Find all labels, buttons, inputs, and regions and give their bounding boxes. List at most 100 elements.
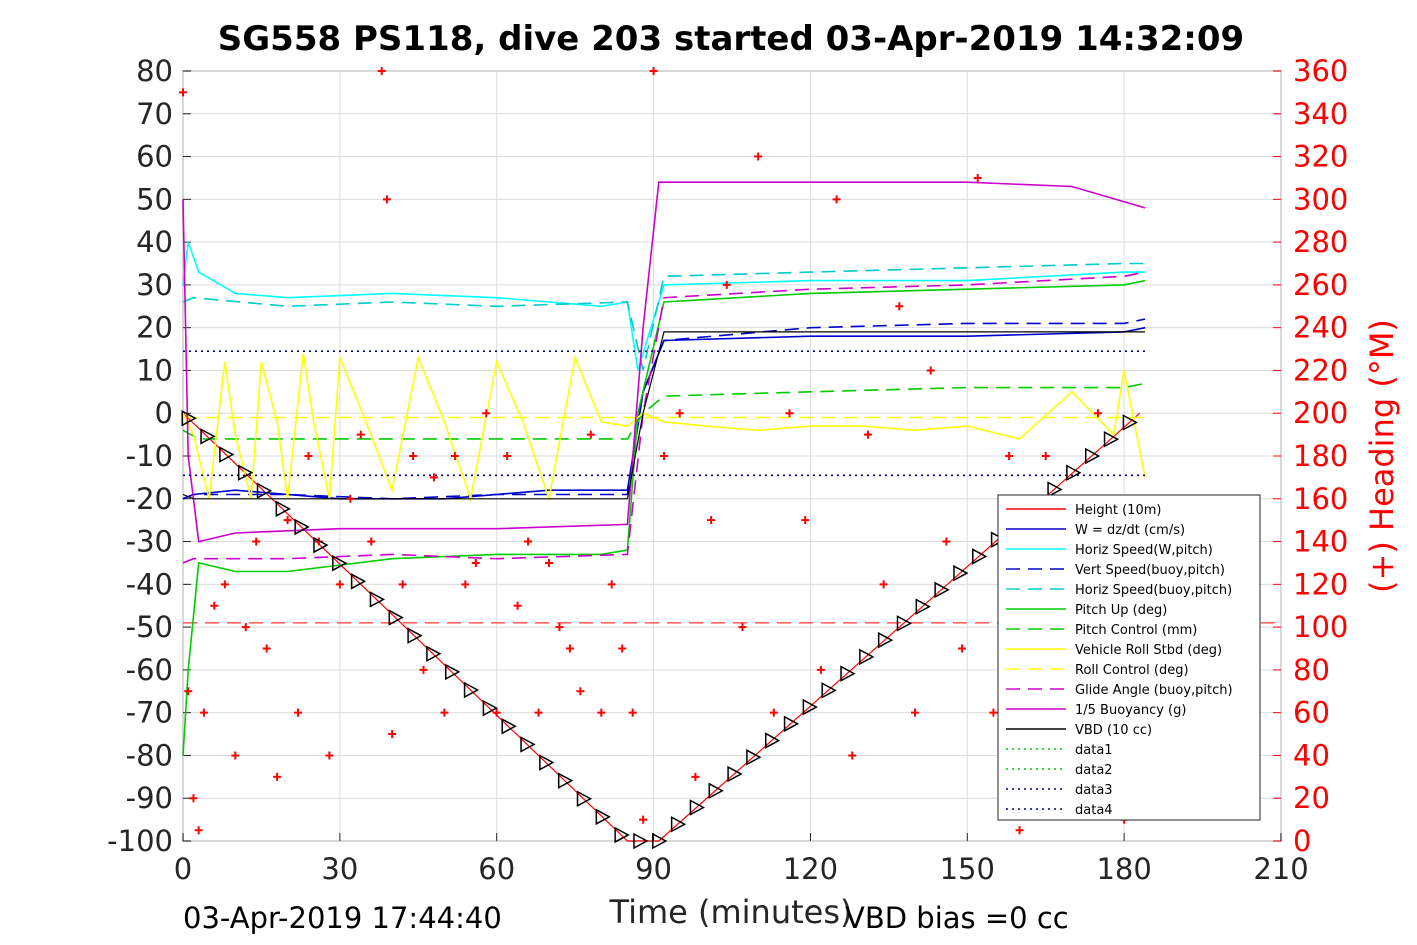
heading-point	[832, 195, 841, 204]
y-tick-label: -100	[107, 824, 173, 858]
y-tick-label: -60	[126, 653, 173, 687]
heading-point	[325, 751, 334, 760]
y2-tick-label: 60	[1293, 696, 1330, 730]
heading-point	[471, 558, 480, 567]
heading-point	[958, 644, 967, 653]
depth-triangle	[444, 663, 461, 681]
legend-label-horiz_w: Horiz Speed(W,pitch)	[1075, 543, 1213, 558]
legend-label-data1: data1	[1075, 743, 1113, 758]
legend-label-roll_ctl: Roll Control (deg)	[1075, 663, 1189, 678]
depth-triangle	[576, 790, 593, 807]
legend: Height (10m) W = dz/dt (cm/s) Horiz Speed(…	[997, 494, 1261, 821]
y2-tick-label: 220	[1293, 353, 1348, 387]
heading-point	[1005, 452, 1014, 460]
depth-triangle	[388, 609, 404, 626]
heading-point	[1041, 452, 1050, 460]
heading-point	[450, 452, 459, 460]
legend-label-pitch: Pitch Up (deg)	[1075, 603, 1167, 618]
depth-triangle	[520, 736, 536, 753]
heading-point	[388, 730, 397, 739]
depth-triangle	[764, 732, 781, 749]
depth-triangle	[426, 645, 442, 663]
heading-point	[675, 409, 684, 418]
depth-triangle	[275, 500, 291, 518]
right-axis-label: (+) Heading (°M)	[1363, 319, 1401, 593]
heading-point	[513, 601, 522, 610]
depth-triangle	[840, 665, 856, 682]
heading-point	[419, 665, 428, 674]
y-tick-label: -50	[126, 610, 173, 644]
depth-triangle	[557, 772, 574, 789]
depth-triangle	[463, 681, 480, 699]
heading-point	[440, 708, 449, 717]
x-tick-label: 60	[478, 852, 515, 886]
y-tick-label: 40	[136, 225, 173, 259]
series-line-roll	[182, 353, 1146, 502]
heading-point	[367, 537, 376, 546]
heading-point	[179, 88, 187, 97]
y-tick-label: -30	[126, 525, 173, 559]
heading-point	[618, 644, 627, 653]
heading-point	[409, 452, 418, 460]
y-tick-label: -40	[126, 567, 173, 601]
heading-point	[252, 537, 261, 546]
depth-triangle	[896, 615, 913, 632]
heading-point	[210, 601, 219, 610]
depth-triangle	[332, 554, 348, 572]
y2-tick-label: 300	[1293, 182, 1348, 216]
depth-triangle	[953, 564, 969, 582]
heading-point	[461, 580, 470, 589]
legend-label-vert_buoy: Vert Speed(buoy,pitch)	[1075, 563, 1225, 578]
heading-point	[973, 173, 982, 182]
depth-triangle	[1084, 447, 1101, 465]
heading-point	[649, 67, 658, 75]
chart-title: SG558 PS118, dive 203 started 03-Apr-201…	[218, 19, 1244, 59]
heading-point	[942, 537, 951, 546]
heading-point	[785, 409, 794, 418]
series-line-pitch_ctl	[182, 382, 1146, 440]
heading-point	[754, 152, 763, 161]
depth-triangle	[595, 808, 611, 826]
heading-point	[377, 67, 386, 75]
depth-markers	[181, 409, 1138, 850]
heading-point	[335, 580, 344, 589]
depth-triangle	[181, 409, 197, 427]
heading-point	[283, 516, 292, 525]
series-line-glide	[182, 271, 1146, 564]
depth-triangle	[237, 464, 254, 481]
depth-triangle	[727, 765, 743, 783]
heading-point	[231, 751, 240, 760]
legend-label-pitch_ctl: Pitch Control (mm)	[1075, 623, 1197, 638]
y2-tick-label: 20	[1293, 781, 1330, 815]
depth-triangle	[877, 631, 894, 649]
y-tick-label: 30	[136, 268, 173, 302]
series-line-height	[182, 412, 1141, 842]
heading-point	[707, 516, 716, 525]
y2-tick-label: 40	[1293, 738, 1330, 772]
y2-tick-label: 280	[1293, 225, 1348, 259]
heading-point	[586, 430, 595, 439]
legend-label-horiz_buoy: Horiz Speed(buoy,pitch)	[1075, 583, 1232, 598]
y-tick-label: -20	[126, 482, 173, 516]
footer-vbd-bias: VBD bias =0 cc	[845, 901, 1069, 935]
footer-timestamp: 03-Apr-2019 17:44:40	[183, 901, 502, 935]
heading-point	[262, 644, 271, 653]
heading-point	[660, 452, 669, 460]
heading-point	[911, 708, 919, 717]
heading-point	[597, 708, 606, 717]
heading-point	[607, 580, 616, 589]
heading-point	[482, 409, 491, 418]
depth-triangle	[915, 598, 931, 615]
depth-triangle	[539, 754, 555, 771]
heading-point	[628, 708, 637, 717]
left-axis-ticks: -100-90-80-70-60-50-40-30-20-10010203040…	[107, 54, 191, 858]
heading-point	[356, 430, 365, 439]
heading-point	[565, 644, 574, 653]
right-axis-ticks: 0 20 40 60 80 100 120 140 160 180 200 220 240 260 280 3…	[1273, 54, 1348, 858]
y-tick-label: -70	[126, 696, 173, 730]
heading-point	[398, 580, 407, 589]
heading-point	[555, 623, 564, 632]
depth-triangle	[219, 446, 235, 463]
series-line-buoyancy	[182, 181, 1146, 543]
depth-triangle	[1122, 414, 1138, 431]
